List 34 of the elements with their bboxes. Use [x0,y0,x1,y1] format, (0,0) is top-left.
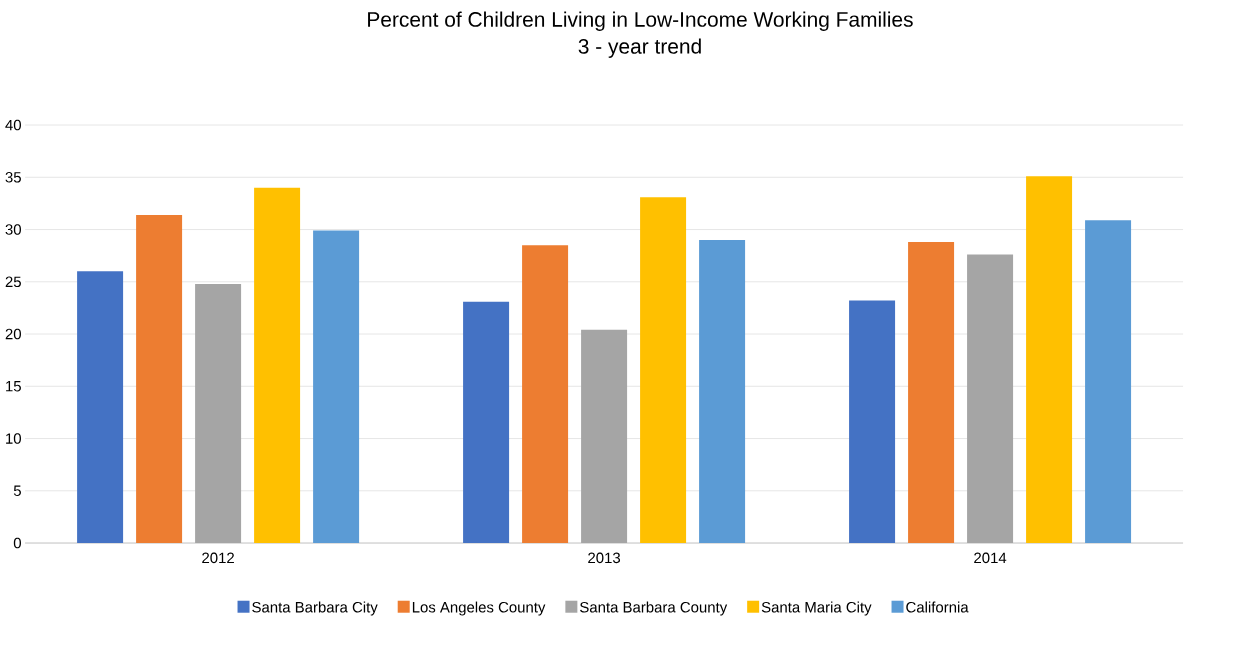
bar [581,329,628,544]
legend-label: Los Angeles County [412,601,546,616]
y-tick-label: 20 [5,328,21,340]
y-tick-label: 5 [13,485,21,496]
legend-label: California [906,601,969,613]
y-tick-label: 0 [13,537,21,549]
bar [463,301,510,544]
bar [908,242,955,544]
y-tick-label: 35 [5,172,21,183]
y-tick-label: 40 [5,119,21,131]
x-tick-label: 2013 [588,552,621,564]
legend-label: Santa Maria City [761,601,872,616]
legend-label: Santa Barbara City [252,601,378,616]
y-tick-label: 10 [6,433,21,444]
bar [967,254,1014,544]
y-tick-label: 30 [5,224,21,235]
bar [136,214,183,544]
legend-label: Santa Barbara County [580,601,728,616]
bar [1026,176,1073,544]
bar [849,300,896,544]
bar [522,245,569,544]
chart-subtitle: 3 - year trend [578,38,701,58]
bar [1085,220,1132,544]
y-tick-label: 25 [5,276,21,288]
bar [77,271,124,544]
bar [699,239,746,544]
bar [195,283,242,544]
bar [254,187,301,544]
chart-title: Percent of Children Living in Low-Income Working Families [368,11,913,32]
y-tick-label: 15 [6,381,21,392]
bar [640,197,687,544]
bar [313,230,360,544]
x-tick-label: 2014 [974,552,1007,564]
x-tick-label: 2012 [202,552,234,564]
